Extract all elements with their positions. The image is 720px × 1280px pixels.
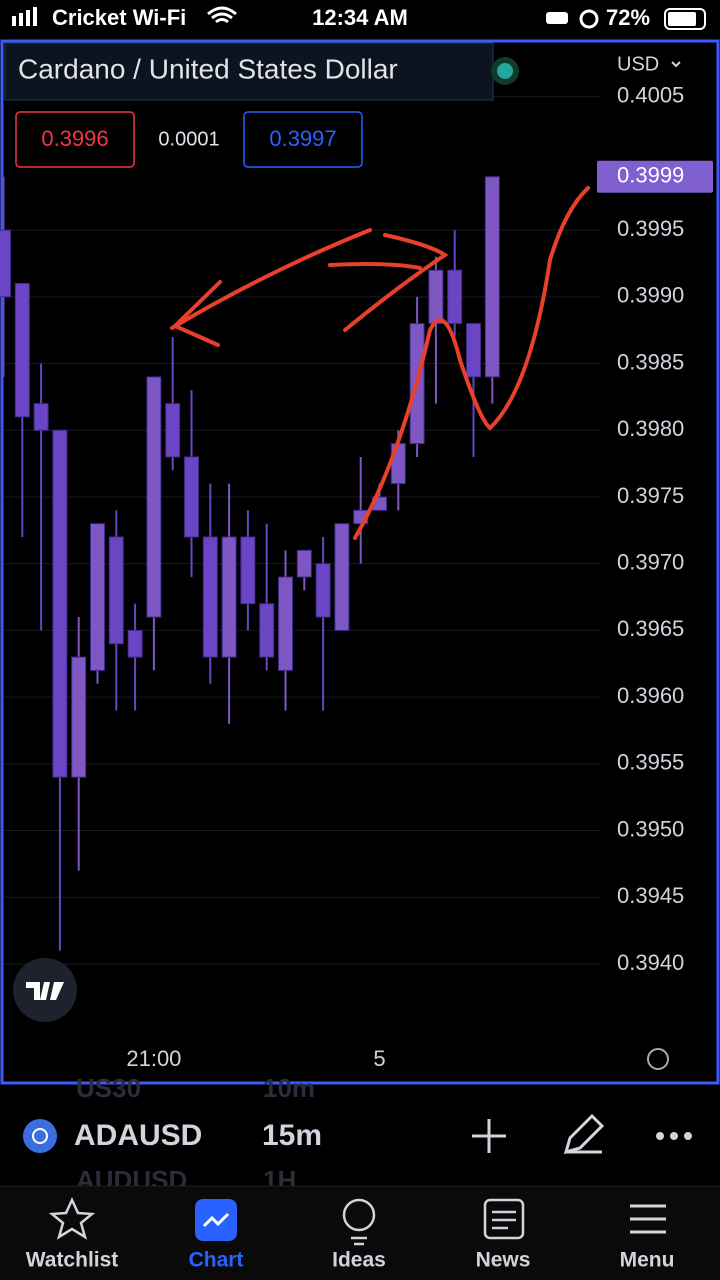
- candle-body: [484, 176, 500, 378]
- ada-icon-mark: [32, 1128, 48, 1144]
- candle-body: [315, 563, 331, 618]
- candle-body: [52, 429, 68, 778]
- carrier: Cricket Wi-Fi: [52, 5, 186, 30]
- sell-box[interactable]: [15, 111, 135, 168]
- candle-body: [33, 403, 49, 431]
- draw-icon[interactable]: [563, 1113, 605, 1155]
- candle-body: [127, 629, 143, 658]
- signal-bar: [33, 7, 37, 26]
- hand-drawn-arrows: [170, 186, 590, 540]
- behind-symbol: US30: [76, 1073, 141, 1103]
- watchlist-icon[interactable]: [48, 1197, 96, 1240]
- bid-price: 0.3996: [41, 126, 108, 151]
- ideas-icon[interactable]: [342, 1198, 376, 1232]
- nav-label[interactable]: Chart: [189, 1249, 244, 1272]
- settings-icon[interactable]: [647, 1048, 669, 1070]
- y-tick-label: 0.3965: [617, 616, 684, 641]
- header-box: [4, 42, 494, 101]
- y-tick-label: 0.3960: [617, 683, 684, 708]
- candle-body: [90, 523, 105, 671]
- candle-body: [259, 603, 275, 658]
- candle-body: [466, 323, 481, 378]
- battery-icon: [664, 8, 706, 30]
- candle-body: [108, 536, 124, 645]
- interval[interactable]: 15m: [262, 1119, 322, 1152]
- last-price-tag: [597, 160, 713, 193]
- candle-body: [165, 403, 181, 458]
- candle-body: [447, 269, 463, 325]
- last-price-label: 0.3999: [617, 163, 684, 188]
- nav-label[interactable]: News: [476, 1249, 531, 1272]
- signal-bar: [26, 10, 30, 26]
- candle-body: [334, 523, 350, 631]
- alarm-icon: [579, 9, 599, 29]
- add-icon[interactable]: [472, 1119, 506, 1153]
- candle-body: [14, 282, 30, 418]
- candle-body: [202, 536, 218, 658]
- y-tick-label: 0.3945: [617, 883, 684, 908]
- drawn-curve: [353, 186, 590, 540]
- drawn-arrowhead: [171, 280, 222, 347]
- clock: 12:34 AM: [312, 5, 408, 30]
- chart-icon-line: [202, 1212, 230, 1228]
- y-tick-label: 0.3950: [617, 816, 684, 841]
- candle-body: [240, 536, 256, 605]
- x-tick-label: 21:00: [126, 1046, 181, 1071]
- ideas-icon-base: [351, 1236, 367, 1246]
- car-icon: [546, 12, 568, 24]
- menu-icon[interactable]: [630, 1204, 666, 1234]
- ask-price: 0.3997: [269, 126, 336, 151]
- signal-bar: [19, 13, 23, 26]
- y-tick-label: 0.3955: [617, 750, 684, 775]
- currency[interactable]: USD: [617, 53, 659, 75]
- candle-body: [0, 229, 11, 298]
- drawn-line: [170, 228, 372, 330]
- currency-caret: [671, 61, 681, 68]
- symbol-title: Cardano / United States Dollar: [18, 53, 398, 84]
- battery-level: [668, 12, 696, 26]
- buy-box[interactable]: [243, 111, 363, 168]
- y-tick-label: 0.4005: [617, 83, 684, 108]
- candle-body: [71, 656, 87, 778]
- nav-bar: [0, 1186, 720, 1280]
- news-icon[interactable]: [483, 1198, 525, 1240]
- y-tick-label: 0.3995: [617, 216, 684, 241]
- y-tick-label: 0.3990: [617, 283, 684, 308]
- y-tick-label: 0.3940: [617, 950, 684, 975]
- nav-label[interactable]: Ideas: [332, 1249, 386, 1272]
- news-icon-lines: [492, 1210, 516, 1230]
- candle-body: [278, 576, 293, 671]
- more-icon[interactable]: [656, 1132, 692, 1140]
- status-dot: [497, 63, 513, 79]
- signal-bar: [12, 16, 16, 26]
- wifi-icon: [207, 6, 237, 24]
- y-tick-label: 0.3980: [617, 416, 684, 441]
- status-bar: Cricket Wi-Fi 12:34 AM 72%: [12, 5, 706, 30]
- symbol[interactable]: ADAUSD: [74, 1119, 202, 1152]
- spread: 0.0001: [158, 128, 219, 150]
- battery-percent: 72%: [606, 5, 650, 30]
- x-tick-label: 5: [373, 1046, 385, 1071]
- nav-label[interactable]: Menu: [620, 1249, 675, 1272]
- candle-body: [184, 456, 199, 538]
- y-tick-label: 0.3970: [617, 549, 684, 574]
- nav-label[interactable]: Watchlist: [26, 1249, 119, 1272]
- candle-body: [428, 269, 444, 325]
- tv-logo: [26, 982, 64, 1000]
- candle-body: [221, 536, 237, 658]
- candle-body: [146, 376, 162, 618]
- plot: 0.3940 0.3945 0.3950 0.3955 0.3960 0.3965 0.39…: [0, 83, 713, 1071]
- ada-icon: [23, 1119, 57, 1153]
- drawn-arrow: [328, 233, 449, 332]
- candle-body: [296, 549, 312, 578]
- behind-interval: 10m: [263, 1073, 315, 1103]
- chart-frame: [0, 39, 720, 1085]
- y-tick-label: 0.3975: [617, 483, 684, 508]
- y-tick-label: 0.3985: [617, 349, 684, 374]
